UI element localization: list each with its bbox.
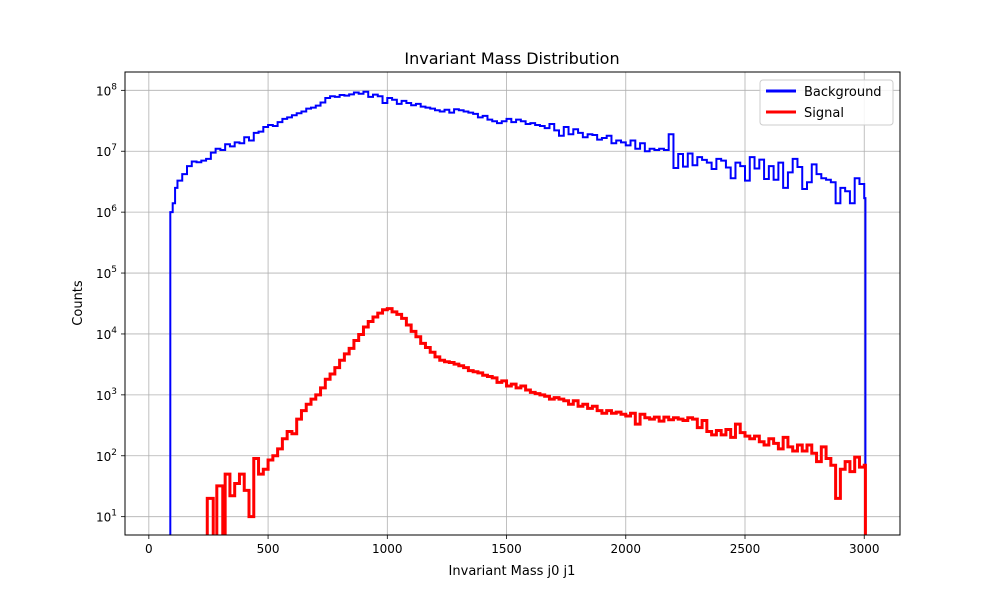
x-tick-label: 500 xyxy=(257,542,280,556)
y-tick-label: 101 xyxy=(96,509,117,525)
y-tick-label: 102 xyxy=(96,448,117,464)
x-tick-label: 2000 xyxy=(610,542,641,556)
y-tick-label: 106 xyxy=(96,204,117,220)
plot-frame xyxy=(124,71,901,536)
x-tick-label: 0 xyxy=(145,542,153,556)
legend-label: Signal xyxy=(804,106,844,121)
legend: Background Signal xyxy=(759,79,894,126)
y-axis-ticks: 101 102 103 104 105 106 107 108 xyxy=(96,82,125,525)
x-tick-label: 3000 xyxy=(849,542,880,556)
x-axis-ticks: 0 500 1000 1500 2000 2500 3000 xyxy=(145,535,880,556)
chart-title: Invariant Mass Distribution xyxy=(404,49,619,68)
y-tick-label: 107 xyxy=(96,143,117,159)
y-tick-label: 108 xyxy=(96,82,117,98)
x-tick-label: 1500 xyxy=(491,542,522,556)
y-tick-label: 103 xyxy=(96,387,117,403)
y-axis-label: Counts xyxy=(71,280,86,326)
x-tick-label: 2500 xyxy=(730,542,761,556)
y-tick-label: 104 xyxy=(96,326,117,342)
series-line-signal xyxy=(205,307,867,535)
series-line-background xyxy=(169,90,867,535)
x-tick-label: 1000 xyxy=(372,542,403,556)
x-axis-label: Invariant Mass j0 j1 xyxy=(449,564,576,579)
y-tick-label: 105 xyxy=(96,265,117,281)
series-layer xyxy=(169,90,867,535)
legend-label: Background xyxy=(804,85,882,100)
